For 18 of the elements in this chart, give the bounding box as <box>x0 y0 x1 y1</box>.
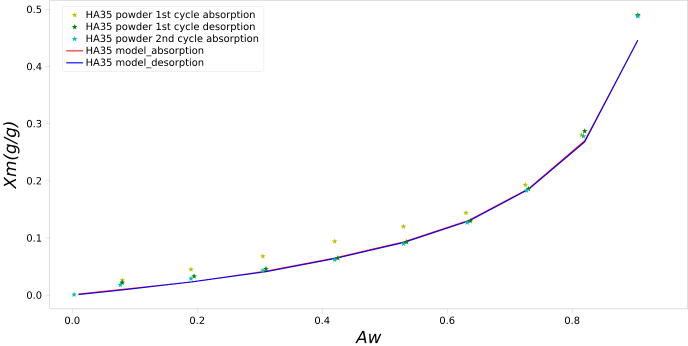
legend-label: HA35 powder 1st cycle absorption <box>86 10 255 20</box>
legend-label: HA35 model_desorption <box>86 58 204 68</box>
x-tick-label: 0.0 <box>65 316 80 324</box>
x-tick-label: 0.2 <box>190 316 204 324</box>
x-tick-label: 0.6 <box>440 316 454 324</box>
legend-label: HA35 powder 2nd cycle absorption <box>86 34 258 44</box>
y-tick-label: 0.3 <box>26 120 42 128</box>
y-axis-title: Xm(g/g) <box>3 122 20 190</box>
y-tick-label: 0.4 <box>26 62 42 70</box>
y-tick-label: 0.0 <box>26 291 42 299</box>
y-tick-label: 0.1 <box>26 234 42 242</box>
x-tick-label: 0.4 <box>315 316 330 324</box>
y-tick-label: 0.2 <box>26 176 42 184</box>
x-axis-title: Aw <box>355 330 382 343</box>
x-tick-label: 0.8 <box>564 316 580 324</box>
legend-label: HA35 model_absorption <box>86 46 204 56</box>
legend-label: HA35 powder 1st cycle desorption <box>86 22 255 32</box>
y-tick-label: 0.5 <box>26 5 42 13</box>
